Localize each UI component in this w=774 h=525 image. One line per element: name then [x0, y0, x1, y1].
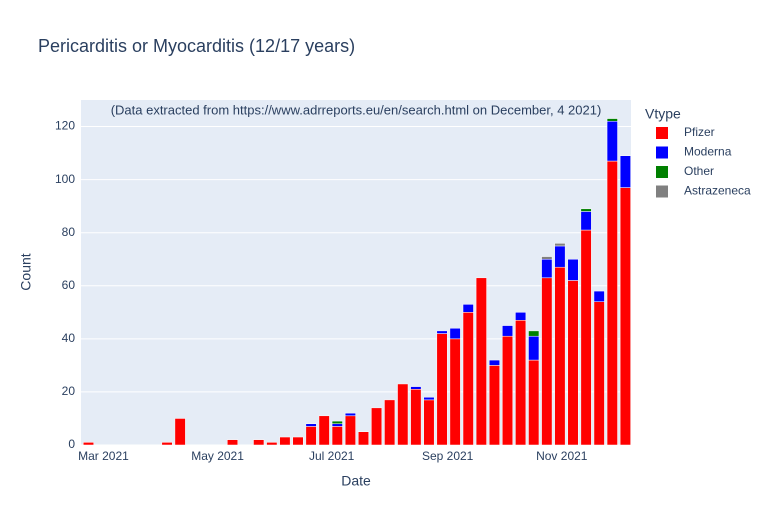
bar: [344, 412, 356, 417]
bar: [174, 418, 186, 446]
bar: [436, 333, 448, 446]
bar: [580, 229, 592, 446]
bar: [593, 290, 605, 302]
bar: [528, 359, 540, 446]
y-axis-title: Count: [18, 253, 34, 290]
bar: [580, 208, 592, 212]
bar: [502, 325, 514, 337]
bar: [410, 386, 422, 390]
bar: [567, 280, 579, 446]
bar: [331, 420, 343, 425]
bar: [528, 335, 540, 361]
bar: [541, 258, 553, 279]
legend-swatch: [656, 146, 668, 159]
bar: [344, 415, 356, 446]
bar: [554, 243, 566, 247]
bar: [410, 389, 422, 446]
legend-title: Vtype: [645, 106, 681, 122]
bar: [502, 335, 514, 446]
bar: [279, 436, 291, 446]
y-tick-label: 60: [62, 278, 76, 292]
bar: [357, 431, 369, 446]
legend-swatch: [656, 185, 668, 198]
annotation: (Data extracted from https://www.adrrepo…: [111, 102, 602, 117]
bar: [606, 120, 618, 162]
y-tick-label: 120: [55, 119, 75, 133]
y-tick-label: 20: [62, 384, 76, 398]
x-tick-label: Mar 2021: [78, 449, 129, 463]
bar: [253, 439, 265, 446]
y-tick-label: 100: [55, 172, 75, 186]
bar: [82, 442, 94, 446]
bar: [384, 399, 396, 446]
x-axis-title: Date: [341, 473, 371, 489]
bar: [488, 365, 500, 446]
bar: [292, 436, 304, 446]
bar: [305, 426, 317, 446]
bar: [266, 442, 278, 446]
bar: [331, 426, 343, 446]
legend-label: Pfizer: [684, 125, 715, 139]
bar: [423, 399, 435, 446]
bar: [515, 320, 527, 446]
bar: [619, 187, 631, 446]
bar: [606, 160, 618, 446]
bar: [567, 258, 579, 281]
plot-area: [81, 100, 631, 445]
legend-label: Other: [684, 164, 714, 178]
bar: [541, 256, 553, 260]
x-tick-label: Nov 2021: [536, 449, 588, 463]
bar: [371, 407, 383, 446]
legend-label: Moderna: [684, 145, 732, 159]
bar: [554, 266, 566, 446]
bar: [305, 423, 317, 427]
y-tick-label: 80: [62, 225, 76, 239]
bar: [593, 301, 605, 446]
bar: [331, 423, 343, 427]
bar: [554, 245, 566, 268]
bar: [462, 304, 474, 313]
bar: [515, 312, 527, 321]
chart-title: Pericarditis or Myocarditis (12/17 years…: [38, 36, 355, 56]
y-tick-label: 0: [68, 437, 75, 451]
x-tick-label: May 2021: [191, 449, 244, 463]
x-tick-label: Jul 2021: [309, 449, 355, 463]
bar: [227, 439, 239, 446]
y-tick-label: 40: [62, 331, 76, 345]
x-tick-label: Sep 2021: [422, 449, 474, 463]
bar: [397, 383, 409, 446]
bar: [619, 155, 631, 188]
legend-swatch: [656, 127, 668, 139]
legend-swatch: [656, 166, 668, 178]
legend-label: Astrazeneca: [684, 184, 751, 198]
bar: [449, 327, 461, 340]
bar: [541, 277, 553, 446]
bar: [449, 338, 461, 446]
bar: [606, 118, 618, 122]
bar: [488, 359, 500, 366]
bar: [580, 211, 592, 231]
bar: [462, 312, 474, 446]
bar: [528, 330, 540, 337]
bar: [475, 277, 487, 446]
bar: [318, 415, 330, 446]
bar: [161, 442, 173, 446]
bar: [423, 396, 435, 401]
bar: [436, 330, 448, 334]
